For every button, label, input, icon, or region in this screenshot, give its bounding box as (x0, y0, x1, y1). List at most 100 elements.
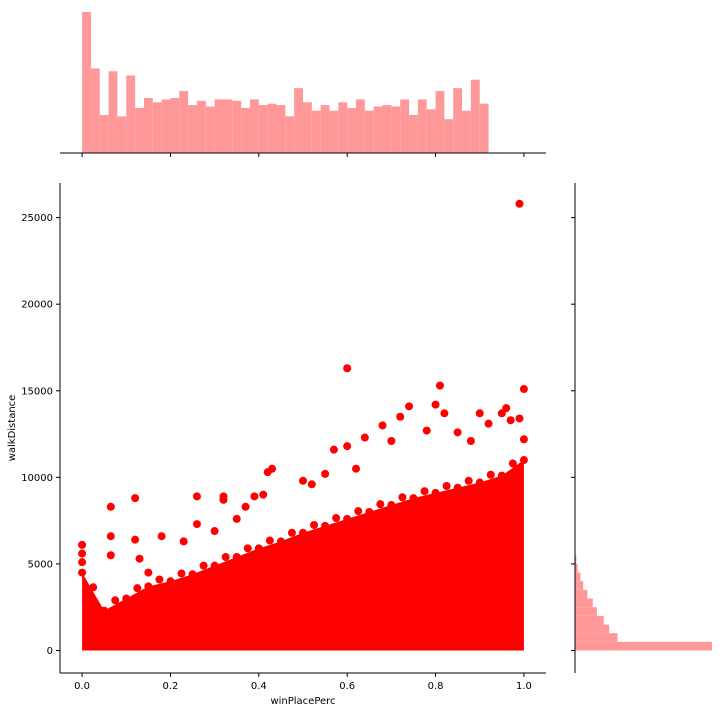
envelope-point (464, 476, 473, 485)
envelope-point (243, 544, 252, 553)
scatter-point (519, 385, 528, 394)
y-tick-label: 25000 (21, 213, 53, 224)
envelope-point (409, 494, 418, 503)
x-histogram-bar (417, 99, 427, 153)
envelope-point (387, 501, 396, 510)
x-histogram-bar (479, 103, 489, 153)
scatter-point (506, 416, 515, 425)
scatter-point (484, 419, 493, 428)
scatter-point (396, 412, 405, 421)
scatter-point (219, 495, 228, 504)
scatter-point (241, 502, 250, 511)
x-histogram-bar (285, 116, 295, 153)
scatter-point (157, 532, 166, 541)
x-histogram-bar (99, 114, 109, 153)
y-histogram-bar (575, 624, 610, 634)
scatter-point (131, 535, 140, 544)
x-histogram-bar (267, 103, 277, 153)
scatter-point (106, 551, 115, 560)
scatter-plot-area (78, 199, 528, 651)
y-tick-label: 10000 (21, 473, 53, 484)
x-histogram-bar (232, 100, 242, 153)
envelope-point (497, 471, 506, 480)
envelope-point (508, 459, 517, 468)
x-histogram-bar (179, 90, 189, 153)
x-histogram-bar (303, 102, 312, 153)
x-tick-label: 0.4 (251, 681, 267, 692)
scatter-point (453, 428, 462, 437)
envelope-point (199, 561, 208, 570)
scatter-point (131, 494, 140, 503)
scatter-point (475, 409, 484, 418)
envelope-point (78, 568, 87, 577)
x-histogram-bar (470, 79, 480, 153)
envelope-point (287, 528, 296, 537)
envelope-point (486, 470, 495, 479)
envelope-point (365, 507, 374, 516)
x-histogram-bar (338, 102, 348, 153)
scatter-point (106, 502, 115, 511)
scatter-point (307, 480, 316, 489)
x-tick-label: 1.0 (516, 681, 532, 692)
x-histogram-bar (329, 110, 339, 153)
scatter-point (299, 476, 307, 485)
y-histogram-bar (575, 633, 618, 642)
envelope-point (177, 569, 186, 578)
x-histogram-bar (196, 100, 206, 153)
y-histogram-bar (575, 607, 597, 616)
x-histogram-bar (82, 12, 91, 153)
x-histogram-bar (444, 119, 454, 153)
x-tick-label: 0.6 (339, 681, 355, 692)
y-histogram-bar (575, 581, 584, 590)
scatter-point (106, 532, 115, 541)
scatter-point (232, 514, 241, 523)
x-histogram-bar (152, 102, 162, 153)
envelope-point (155, 575, 164, 584)
envelope-point (111, 596, 120, 605)
dense-scatter-region (82, 460, 524, 651)
envelope-point (354, 507, 363, 516)
x-histogram-bar (117, 116, 127, 153)
scatter-point (329, 445, 338, 454)
y-histogram-bar (575, 615, 604, 625)
envelope-point (221, 552, 230, 561)
x-histogram-bar (108, 71, 118, 153)
scatter-point (431, 400, 440, 409)
x-histogram-bar (364, 110, 374, 153)
envelope-point (343, 514, 352, 523)
scatter-point (144, 568, 153, 577)
scatter-point (502, 404, 511, 413)
scatter-point (192, 520, 201, 529)
y-tick-label: 20000 (21, 300, 53, 311)
x-histogram-bar (311, 110, 321, 153)
x-histogram-bar (347, 107, 357, 153)
scatter-point (250, 492, 259, 501)
y-axis-label: walkDistance (7, 395, 18, 462)
x-histogram-bar (294, 88, 303, 153)
scatter-point (422, 426, 431, 435)
x-axis-label: winPlacePerc (270, 696, 335, 707)
envelope-point (310, 520, 319, 529)
scatter-point (387, 436, 396, 445)
x-histogram-bar (205, 106, 215, 153)
scatter-point (378, 421, 387, 430)
scatter-point (259, 490, 268, 499)
y-tick-label: 15000 (21, 386, 53, 397)
scatter-point (321, 469, 330, 478)
x-histogram-bar (223, 99, 233, 153)
scatter-point (78, 540, 87, 549)
x-histogram-bar (382, 105, 392, 153)
x-histogram-bar (90, 68, 100, 153)
x-histogram-bar (135, 107, 144, 153)
x-histogram-bar (161, 99, 171, 153)
x-histogram-bar (373, 106, 383, 153)
envelope-point (442, 482, 451, 491)
envelope-point (122, 594, 131, 603)
envelope-point (100, 606, 109, 615)
right-marginal-histogram (575, 555, 712, 651)
x-histogram-bar (356, 99, 365, 153)
y-histogram-bar (575, 555, 577, 564)
y-tick-label: 5000 (28, 559, 53, 570)
x-histogram-bar (409, 114, 418, 153)
x-histogram-bar (170, 98, 180, 153)
